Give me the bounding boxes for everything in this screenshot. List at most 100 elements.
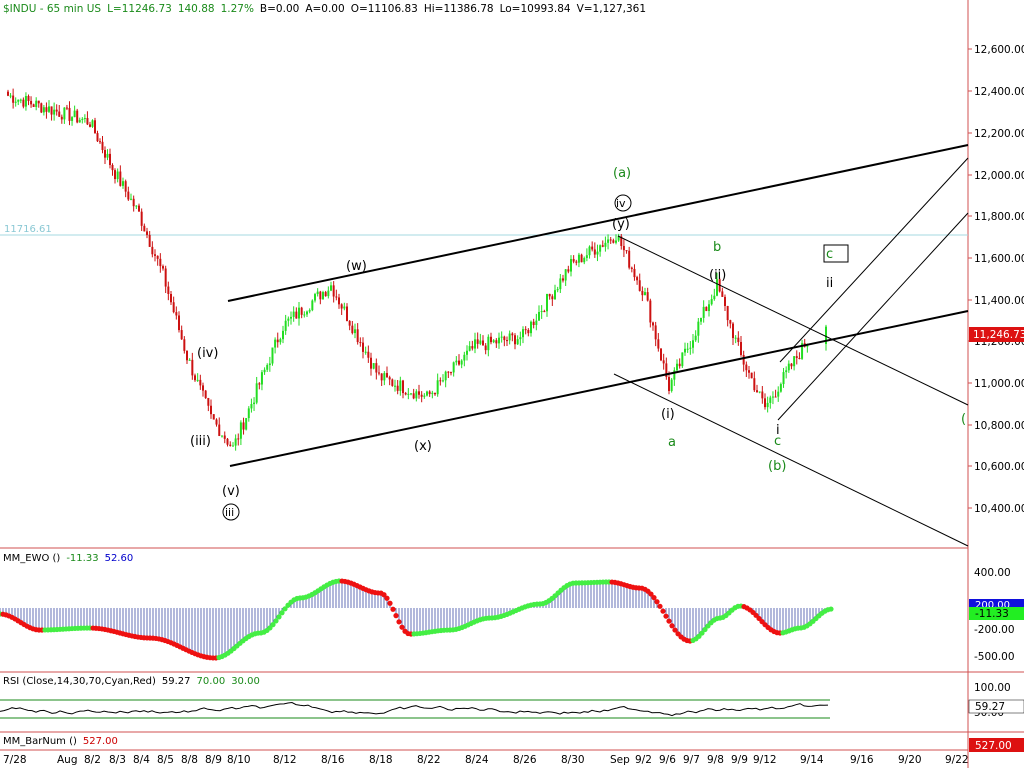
candle-body	[559, 278, 562, 290]
candle-body	[343, 306, 346, 309]
candle-body	[825, 326, 827, 344]
candle-body	[724, 296, 726, 307]
candle-body	[260, 372, 263, 385]
candle-body	[178, 315, 180, 331]
candle-body	[32, 104, 35, 107]
date-tick: 8/30	[561, 754, 585, 766]
trendlines	[227, 144, 969, 547]
candle-body	[444, 371, 447, 381]
price-tick: 10,800.00	[974, 420, 1024, 432]
date-tick: 8/3	[109, 754, 126, 766]
candle-body	[410, 393, 412, 395]
date-tick: 9/14	[800, 754, 824, 766]
candle-body	[175, 312, 178, 316]
candle-body	[766, 402, 769, 408]
candle-body	[686, 348, 689, 350]
candle-body	[380, 373, 383, 381]
wave-label: (ii)	[709, 268, 726, 283]
candle-body	[330, 285, 332, 291]
price-tick: 11,400.00	[974, 295, 1024, 307]
candle-body	[530, 321, 532, 334]
candle-body	[798, 357, 801, 359]
date-tick: 8/2	[84, 754, 101, 766]
candle-body	[351, 325, 354, 334]
candle-body	[535, 320, 538, 326]
candle-body	[662, 360, 665, 364]
candle-body	[436, 380, 439, 395]
price-tick: 11,800.00	[974, 211, 1024, 223]
candle-body	[785, 370, 788, 373]
wave-label: (y)	[612, 217, 630, 232]
date-tick: 7/28	[3, 754, 27, 766]
candle-body	[490, 336, 492, 343]
candle-body	[391, 379, 394, 386]
price-axis-tickmarks	[968, 48, 972, 509]
candle-body	[308, 310, 311, 312]
candle-body	[234, 438, 237, 446]
ewo-title: MM_EWO () -11.33 52.60	[3, 553, 133, 564]
candle-body	[676, 363, 678, 371]
candle-body	[132, 198, 135, 207]
wave-label: b	[713, 240, 721, 255]
candle-body	[708, 304, 710, 312]
candle-body	[498, 337, 500, 344]
candle-body	[774, 396, 777, 398]
header-quote: $INDU - 65 min US L=11246.73 140.88 1.27% B=…	[3, 3, 646, 15]
date-tick: 8/26	[513, 754, 537, 766]
candle-body	[543, 311, 546, 313]
candle-body	[199, 379, 202, 386]
candle-body	[630, 267, 633, 269]
candle-body	[793, 356, 796, 367]
ewo-dot	[387, 600, 393, 606]
candle-body	[726, 306, 729, 321]
candle-body	[554, 290, 556, 300]
candle-body	[232, 445, 234, 447]
candle-body	[572, 258, 575, 262]
candle-body	[702, 306, 705, 318]
candle-body	[253, 402, 256, 405]
date-tick: 9/8	[707, 754, 724, 766]
candle-body	[700, 317, 702, 322]
price-tick: 11,600.00	[974, 253, 1024, 265]
date-tick: 9/16	[850, 754, 874, 766]
price-tick: 12,600.00	[974, 44, 1024, 56]
ewo-dot	[273, 618, 279, 624]
candle-body	[657, 339, 660, 349]
candle-body	[519, 337, 522, 340]
candle-body	[324, 292, 327, 297]
candle-body	[516, 339, 519, 345]
candle-body	[761, 391, 764, 399]
candle-body	[596, 251, 599, 255]
ewo-dot	[381, 592, 387, 598]
candle-body	[468, 346, 471, 351]
candle-body	[678, 363, 681, 367]
candle-body	[247, 408, 250, 419]
candle-body	[140, 211, 143, 226]
candle-body	[492, 340, 495, 343]
candle-body	[194, 375, 196, 381]
candle-body	[591, 246, 594, 250]
ewo-dot	[666, 618, 672, 624]
candle-body	[60, 116, 63, 120]
candle-body	[426, 391, 428, 396]
candle-body	[641, 290, 644, 296]
candle-body	[750, 372, 753, 379]
wave-label: (iv)	[197, 346, 218, 361]
candle-body	[210, 405, 212, 415]
candle-body	[745, 364, 748, 371]
date-tick: 8/9	[205, 754, 222, 766]
candle-body	[183, 339, 186, 351]
candle-body	[386, 373, 388, 378]
candle-body	[665, 363, 668, 378]
candle-body	[306, 311, 308, 315]
candle-body	[452, 362, 455, 373]
ewo-dot	[702, 626, 708, 633]
candle-body	[404, 393, 407, 395]
ewo-dot	[270, 622, 276, 628]
candle-body	[570, 258, 572, 272]
candle-body	[487, 336, 490, 351]
candle-body	[207, 398, 210, 406]
ewo-dot	[399, 624, 405, 630]
